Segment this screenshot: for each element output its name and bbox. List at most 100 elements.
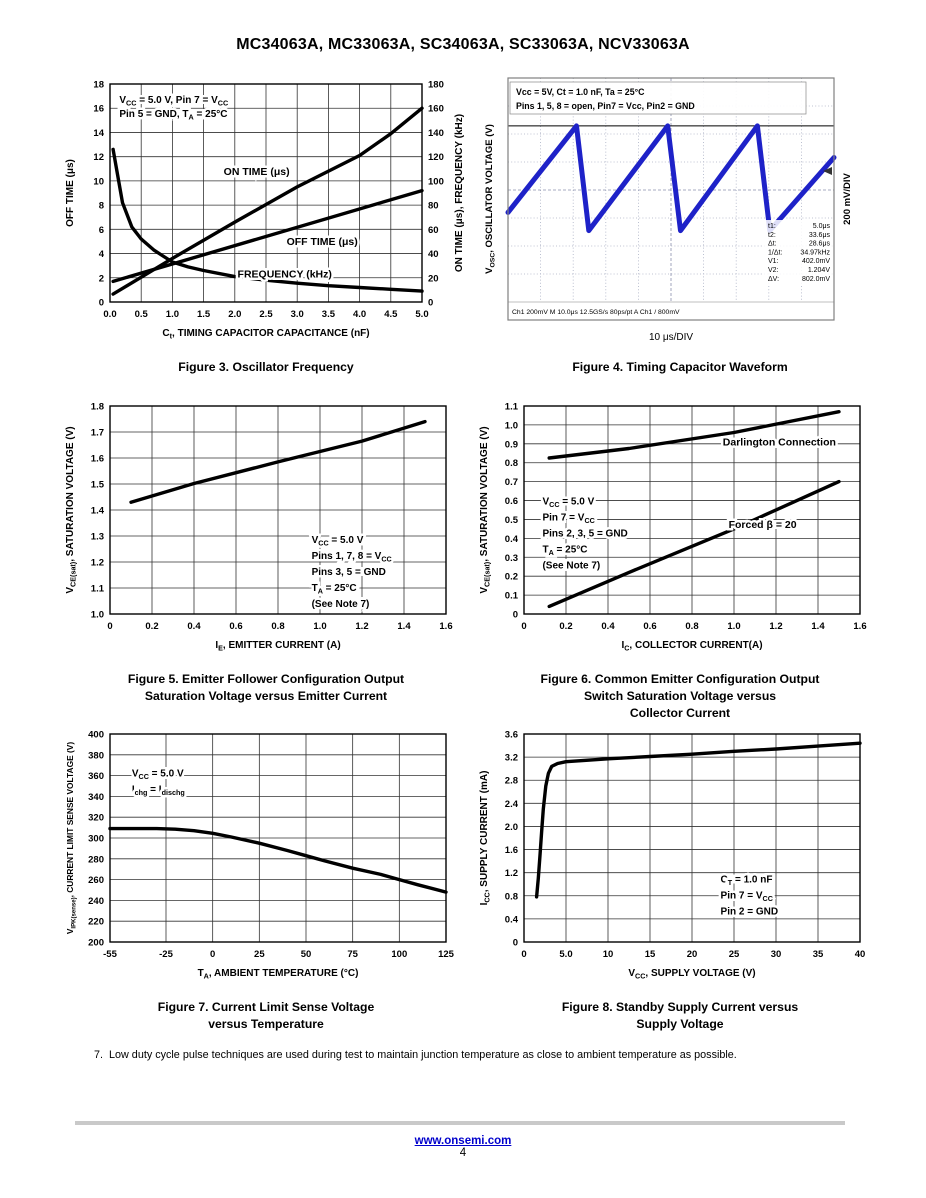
svg-text:1.4: 1.4 — [811, 621, 825, 632]
svg-text:1.0: 1.0 — [313, 621, 326, 632]
note-7: 7. Low duty cycle pulse techniques are u… — [94, 1049, 737, 1061]
svg-text:Ct, TIMING CAPACITOR CAPACITAN: Ct, TIMING CAPACITOR CAPACITANCE (nF) — [162, 328, 369, 341]
svg-text:IC, COLLECTOR CURRENT(A): IC, COLLECTOR CURRENT(A) — [621, 640, 762, 653]
svg-text:1.4: 1.4 — [397, 621, 411, 632]
svg-text:16: 16 — [93, 104, 104, 115]
svg-text:100: 100 — [428, 176, 444, 187]
svg-text:0: 0 — [521, 621, 526, 632]
svg-text:Pins 1, 5, 8 = open, Pin7 = Vc: Pins 1, 5, 8 = open, Pin7 = Vcc, Pin2 = … — [516, 101, 695, 111]
svg-text:ICC, SUPPLY CURRENT (mA): ICC, SUPPLY CURRENT (mA) — [479, 771, 492, 906]
svg-text:0.8: 0.8 — [505, 891, 518, 902]
svg-text:VCC = 5.0 V, Pin 7 = VCC: VCC = 5.0 V, Pin 7 = VCC — [119, 95, 228, 108]
svg-text:Darlington Connection: Darlington Connection — [723, 436, 836, 448]
figure-4: Vcc = 5V, Ct = 1.0 nF, Ta = 25°C Pins 1, … — [474, 74, 886, 376]
svg-text:5.0: 5.0 — [415, 309, 428, 320]
svg-text:VIPK(sense), CURRENT LIMIT SEN: VIPK(sense), CURRENT LIMIT SENSE VOLTAGE… — [65, 742, 78, 935]
svg-text:ON TIME (μs), FREQUENCY (kHz): ON TIME (μs), FREQUENCY (kHz) — [454, 114, 465, 272]
svg-text:220: 220 — [88, 917, 104, 928]
svg-text:0.2: 0.2 — [505, 572, 518, 583]
svg-text:VCC = 5.0 V: VCC = 5.0 V — [312, 535, 364, 548]
svg-text:Vcc = 5V, Ct = 1.0 nF, Ta = 25: Vcc = 5V, Ct = 1.0 nF, Ta = 25°C — [516, 87, 645, 97]
svg-text:0.8: 0.8 — [271, 621, 284, 632]
svg-text:380: 380 — [88, 750, 104, 761]
svg-text:t1:: t1: — [768, 223, 776, 230]
svg-text:0.9: 0.9 — [505, 439, 518, 450]
svg-text:Δt:: Δt: — [768, 241, 777, 248]
figure-6: 0 0.2 0.4 0.6 0.8 1.0 1.2 1.4 1.6 0 0.1 0.2 0.3 0.4 0.… — [474, 396, 886, 722]
svg-text:Forced β = 20: Forced β = 20 — [729, 519, 797, 531]
figure5-emitter-follower-chart: 0 0.2 0.4 0.6 0.8 1.0 1.2 1.4 1.6 1.0 1.1 1.2 1.3 1.4… — [65, 402, 453, 653]
svg-text:28.6μs: 28.6μs — [809, 241, 831, 248]
footer-link-row: www.onsemi.com — [0, 1131, 926, 1149]
svg-text:0: 0 — [107, 621, 112, 632]
figure-5: 0 0.2 0.4 0.6 0.8 1.0 1.2 1.4 1.6 1.0 1.1 1.2 1.3 1.4… — [60, 396, 472, 705]
svg-text:2: 2 — [99, 273, 104, 284]
footer-divider — [75, 1121, 845, 1125]
svg-text:0.4: 0.4 — [505, 914, 519, 925]
svg-text:4.5: 4.5 — [384, 309, 398, 320]
svg-text:0.4: 0.4 — [505, 534, 519, 545]
svg-text:402.0mV: 402.0mV — [802, 258, 830, 265]
svg-text:1.0: 1.0 — [166, 309, 179, 320]
svg-text:t2:: t2: — [768, 232, 776, 239]
svg-text:1.0: 1.0 — [505, 420, 518, 431]
svg-text:10: 10 — [603, 949, 614, 960]
svg-text:0: 0 — [513, 610, 518, 621]
svg-text:0.4: 0.4 — [601, 621, 615, 632]
svg-text:50: 50 — [301, 949, 312, 960]
svg-text:6: 6 — [99, 225, 104, 236]
figure4-timing-capacitor-waveform: Vcc = 5V, Ct = 1.0 nF, Ta = 25°C Pins 1, … — [484, 77, 853, 343]
svg-text:1.1: 1.1 — [505, 402, 519, 413]
svg-text:1.2: 1.2 — [355, 621, 368, 632]
svg-text:VOSC, OSCILLATOR VOLTAGE (V): VOSC, OSCILLATOR VOLTAGE (V) — [484, 124, 497, 274]
svg-text:100: 100 — [391, 949, 407, 960]
svg-text:-55: -55 — [103, 949, 117, 960]
svg-text:0.4: 0.4 — [187, 621, 201, 632]
svg-text:0.5: 0.5 — [135, 309, 149, 320]
svg-text:33.6μs: 33.6μs — [809, 232, 831, 239]
svg-text:240: 240 — [88, 896, 104, 907]
svg-text:320: 320 — [88, 813, 104, 824]
svg-text:180: 180 — [428, 80, 444, 91]
svg-text:0.6: 0.6 — [229, 621, 242, 632]
svg-text:10 μs/DIV: 10 μs/DIV — [649, 332, 693, 343]
svg-text:VCC = 5.0 V: VCC = 5.0 V — [542, 496, 594, 509]
svg-text:Pins 1, 7, 8 = VCC: Pins 1, 7, 8 = VCC — [312, 551, 392, 564]
svg-text:OFF TIME (μs): OFF TIME (μs) — [65, 159, 76, 227]
svg-text:1.6: 1.6 — [853, 621, 866, 632]
figure-3: 0.0 0.5 1.0 1.5 2.0 2.5 3.0 3.5 4.0 4.5 5.0 0 2 4 6 8 10… — [60, 74, 472, 376]
svg-text:VCC, SUPPLY VOLTAGE (V): VCC, SUPPLY VOLTAGE (V) — [628, 968, 755, 981]
svg-text:60: 60 — [428, 225, 439, 236]
svg-text:VCC = 5.0 V: VCC = 5.0 V — [132, 768, 184, 781]
svg-text:5.0μs: 5.0μs — [813, 223, 831, 230]
svg-text:18: 18 — [93, 80, 104, 91]
svg-text:0: 0 — [99, 298, 104, 309]
figure6-caption: Figure 6. Common Emitter Configuration O… — [540, 672, 820, 720]
svg-text:0: 0 — [513, 938, 518, 949]
svg-text:(See Note 7): (See Note 7) — [312, 599, 370, 610]
svg-text:Ch1 200mV M 10.0μs 12.5: Ch1 200mV M 10.0μs 12.5GS/s 80ps/pt A Ch… — [512, 309, 680, 316]
svg-text:40: 40 — [428, 249, 439, 260]
svg-text:FREQUENCY (kHz): FREQUENCY (kHz) — [238, 269, 332, 281]
svg-text:VCE(sat), SATURATION VOLTAGE (: VCE(sat), SATURATION VOLTAGE (V) — [65, 426, 78, 593]
svg-text:0.6: 0.6 — [505, 496, 518, 507]
svg-text:Pin 7 = VCC: Pin 7 = VCC — [542, 512, 594, 525]
svg-text:CT = 1.0 nF: CT = 1.0 nF — [721, 874, 773, 887]
svg-text:TA = 25°C: TA = 25°C — [312, 583, 357, 596]
svg-text:75: 75 — [347, 949, 358, 960]
onsemi-link[interactable]: www.onsemi.com — [414, 1135, 512, 1147]
figure8-caption: Figure 8. Standby Supply Current versus … — [561, 1000, 799, 1031]
svg-text:0.2: 0.2 — [145, 621, 158, 632]
svg-text:1.5: 1.5 — [197, 309, 211, 320]
svg-text:125: 125 — [438, 949, 455, 960]
svg-text:4: 4 — [99, 249, 105, 260]
svg-text:1.6: 1.6 — [91, 454, 104, 465]
svg-text:15: 15 — [645, 949, 656, 960]
svg-text:2.8: 2.8 — [505, 776, 518, 787]
svg-text:V1:: V1: — [768, 258, 779, 265]
svg-text:1.6: 1.6 — [505, 845, 518, 856]
svg-text:0: 0 — [210, 949, 215, 960]
svg-text:0.1: 0.1 — [505, 591, 519, 602]
svg-text:Pin 7 = VCC: Pin 7 = VCC — [721, 890, 773, 903]
svg-text:1.7: 1.7 — [91, 428, 104, 439]
